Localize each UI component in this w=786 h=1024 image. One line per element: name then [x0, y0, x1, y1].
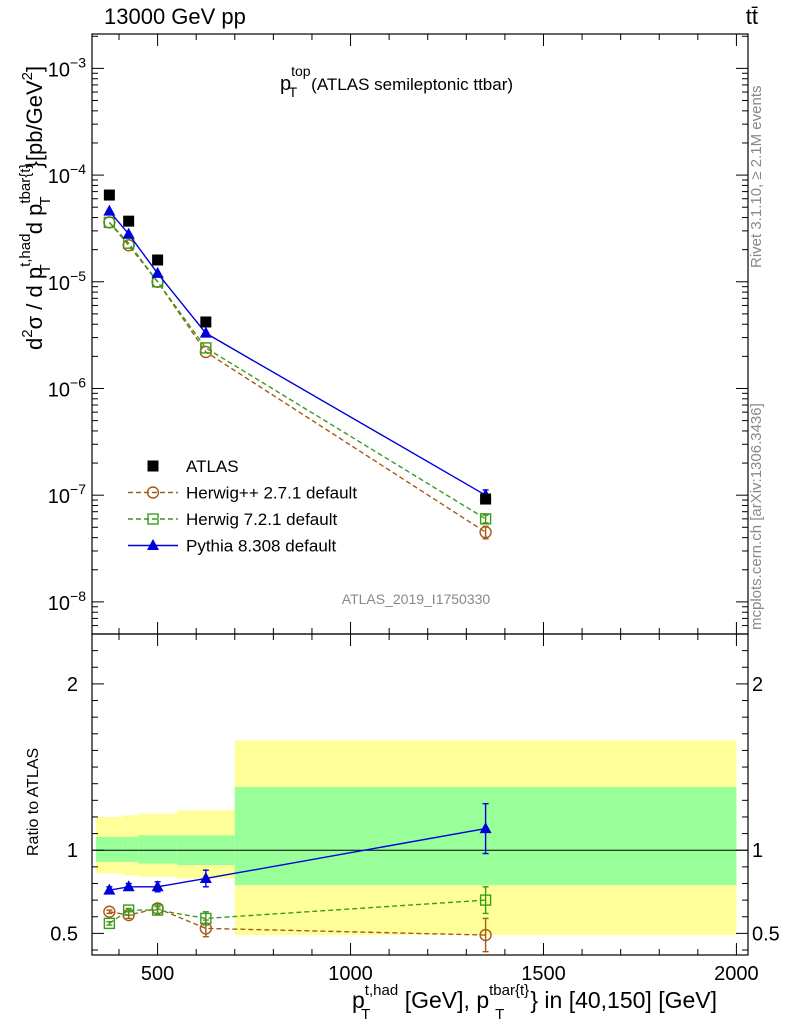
- ratio-point-herwig-7-2-1-default: [103, 917, 116, 930]
- main-series-line-herwig-7-2-1-default: [108, 221, 486, 520]
- ratio-point-pythia-8-308-default: [199, 871, 212, 883]
- ratio-point-herwig-2-7-1-default: [103, 905, 116, 918]
- y-tick-label-ratio: 2: [67, 674, 78, 696]
- y-axis-label-main: d2σ / d pt,hadT d ptbar{t} T}[pb/GeV2]: [17, 66, 54, 350]
- ratio-point-pythia-8-308-default: [103, 883, 116, 895]
- main-point-herwig-7-2-1-default: [103, 216, 116, 229]
- y-tick-label-main: 10−3: [48, 54, 86, 81]
- x-tick-label: 1500: [521, 963, 566, 985]
- analysis-label: ATLAS_2019_I1750330: [342, 591, 491, 607]
- main-point-pythia-8-308-default: [199, 326, 212, 338]
- y-axis-label-ratio: Ratio to ATLAS: [25, 748, 42, 856]
- uncertainty-band-inner: [138, 835, 177, 864]
- main-point-herwig-7-2-1-default: [200, 342, 212, 354]
- ratio-point-pythia-8-308-default: [479, 822, 492, 834]
- y-tick-label-ratio-right: 0.5: [752, 923, 780, 945]
- y-tick-label-ratio-right: 2: [752, 674, 763, 696]
- main-point-atlas: [103, 189, 115, 201]
- header-right: tt̄: [745, 4, 758, 29]
- y-tick-label-ratio: 0.5: [50, 923, 78, 945]
- y-tick-label-ratio-right: 1: [752, 840, 763, 862]
- mcplots-label: mcplots.cern.ch [arXiv:1306.3436]: [748, 403, 765, 630]
- ratio-point-herwig-7-2-1-default: [479, 894, 492, 906]
- legend-label-herwig-2-7-1-default: Herwig++ 2.7.1 default: [186, 484, 357, 503]
- main-point-atlas: [200, 316, 212, 328]
- legend-marker-herwig-2-7-1-default: [146, 486, 160, 499]
- legend-label-herwig-7-2-1-default: Herwig 7.2.1 default: [186, 510, 337, 529]
- main-point-atlas: [152, 254, 164, 266]
- legend-marker-pythia-8-308-default: [147, 539, 159, 550]
- chart-title: ptop T (ATLAS semileptonic ttbar): [280, 63, 513, 100]
- ratio-point-herwig-7-2-1-default: [200, 912, 212, 925]
- x-tick-label: 2000: [714, 963, 759, 985]
- main-point-pythia-8-308-default: [151, 266, 164, 278]
- main-series-line-pythia-8-308-default: [108, 210, 486, 496]
- ratio-point-pythia-8-308-default: [151, 880, 164, 892]
- x-tick-label: 500: [141, 963, 174, 985]
- uncertainty-band-inner: [122, 836, 139, 862]
- y-tick-label-main: 10−8: [48, 588, 86, 615]
- legend-marker-herwig-7-2-1-default: [147, 513, 159, 525]
- ratio-point-pythia-8-308-default: [122, 880, 135, 892]
- main-point-atlas: [480, 493, 492, 505]
- rivet-label: Rivet 3.1.10, ≥ 2.1M events: [748, 86, 765, 269]
- x-axis-label: pt,had T [GeV], ptbar{t} T} in [40,150] [G…: [352, 982, 717, 1023]
- main-point-pythia-8-308-default: [122, 227, 135, 239]
- legend-label-atlas: ATLAS: [186, 457, 239, 476]
- main-point-herwig-2-7-1-default: [479, 525, 492, 539]
- y-tick-label-main: 10−5: [48, 268, 86, 295]
- y-tick-label-main: 10−6: [48, 374, 86, 401]
- header-left: 13000 GeV pp: [104, 4, 246, 29]
- main-point-atlas: [123, 215, 135, 227]
- ratio-point-herwig-2-7-1-default: [479, 928, 492, 942]
- ratio-point-herwig-7-2-1-default: [151, 904, 164, 916]
- main-point-pythia-8-308-default: [103, 204, 116, 216]
- main-point-herwig-7-2-1-default: [479, 513, 492, 525]
- ratio-plot-frame: [91, 633, 749, 956]
- y-tick-label-main: 10−4: [48, 161, 86, 188]
- legend-label-pythia-8-308-default: Pythia 8.308 default: [186, 537, 337, 556]
- y-tick-label-main: 10−7: [48, 481, 86, 508]
- x-tick-label: 1000: [328, 963, 373, 985]
- ratio-point-herwig-7-2-1-default: [122, 904, 135, 916]
- y-tick-label-ratio: 1: [67, 840, 78, 862]
- legend-marker-atlas: [147, 460, 159, 472]
- uncertainty-band-inner: [95, 836, 123, 862]
